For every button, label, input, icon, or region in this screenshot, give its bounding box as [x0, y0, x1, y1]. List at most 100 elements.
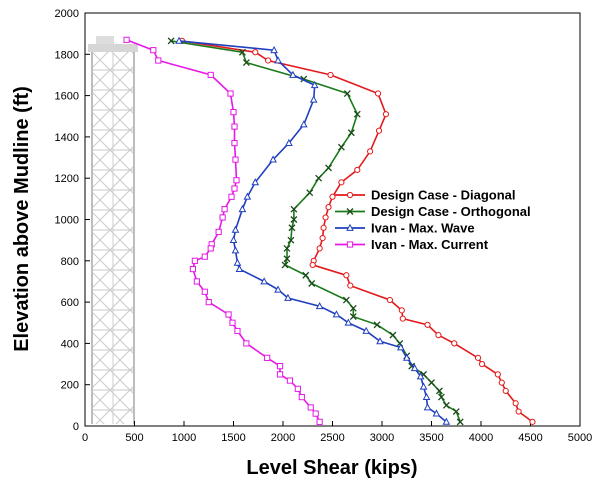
data-point: [294, 385, 301, 392]
data-point: [234, 327, 241, 335]
data-point: [219, 214, 226, 221]
data-point: [302, 271, 310, 279]
data-point: [201, 253, 208, 260]
data-point: [276, 371, 284, 378]
data-point: [315, 174, 323, 182]
legend-item: Design Case - Orthogonal: [335, 204, 531, 219]
data-point: [375, 127, 383, 134]
y-axis-title: Elevation above Mudline (ft): [11, 86, 33, 352]
series-line: [179, 40, 447, 423]
data-point: [309, 95, 318, 103]
data-point: [329, 193, 336, 200]
platform-jacket-image: [88, 36, 138, 424]
x-tick-label: 3500: [419, 432, 443, 444]
data-point: [231, 246, 240, 254]
data-point: [290, 205, 298, 213]
y-tick-label: 0: [73, 421, 79, 433]
legend-marker: [346, 191, 354, 199]
data-point: [362, 326, 370, 334]
data-point: [191, 257, 198, 264]
data-point: [349, 304, 357, 312]
data-point: [456, 418, 464, 426]
data-point: [227, 90, 234, 97]
series-0: [178, 37, 536, 425]
data-point: [231, 139, 238, 147]
series-line: [126, 39, 321, 423]
x-tick-label: 5000: [568, 432, 592, 444]
x-tick-label: 500: [125, 432, 143, 444]
data-point: [322, 214, 329, 221]
y-tick-label: 1800: [55, 49, 79, 61]
data-point: [389, 331, 397, 339]
data-point: [265, 57, 272, 64]
legend-item: Design Case - Diagonal: [335, 188, 515, 203]
data-point: [298, 393, 305, 401]
legend-marker: [346, 223, 354, 231]
data-point: [289, 70, 297, 78]
data-point: [320, 224, 327, 231]
data-point: [529, 418, 536, 425]
data-point: [367, 148, 374, 155]
data-point: [229, 319, 236, 326]
x-tick-label: 2000: [271, 432, 295, 444]
data-point: [201, 288, 208, 295]
data-point: [396, 343, 405, 351]
data-point: [284, 293, 292, 301]
data-point: [238, 204, 247, 213]
data-point: [235, 264, 244, 272]
data-point: [498, 379, 505, 386]
data-point: [353, 110, 361, 118]
data-point: [207, 71, 214, 79]
x-tick-label: 4500: [518, 432, 542, 444]
data-point: [167, 37, 175, 45]
legend-label: Design Case - Diagonal: [371, 188, 515, 203]
data-point: [274, 285, 282, 293]
data-point: [251, 178, 260, 186]
data-point: [410, 363, 419, 372]
data-point: [515, 408, 522, 415]
data-point: [215, 228, 222, 235]
data-point: [175, 36, 183, 44]
data-point: [155, 57, 162, 64]
data-point: [382, 111, 390, 118]
y-axis: 0 200 400 600 800 1000 1200 1400 1600 1800 2000: [55, 8, 90, 433]
y-tick-label: 2000: [55, 8, 79, 20]
data-point: [221, 206, 228, 213]
data-point: [347, 129, 355, 137]
data-point: [502, 387, 509, 394]
data-point: [354, 166, 361, 174]
data-point: [205, 299, 212, 306]
y-tick-label: 800: [61, 256, 79, 268]
data-point: [309, 261, 316, 269]
y-tick-label: 400: [61, 338, 79, 350]
y-tick-label: 200: [61, 380, 79, 392]
data-point: [238, 48, 246, 56]
legend-item: Ivan - Max. Wave: [335, 221, 475, 236]
data-point: [422, 392, 431, 400]
data-point: [231, 123, 238, 130]
data-point: [442, 417, 451, 425]
data-point: [319, 234, 326, 242]
data-point: [123, 36, 130, 43]
y-tick-label: 1200: [55, 173, 79, 185]
data-point: [402, 353, 411, 361]
data-point: [193, 278, 200, 285]
series-3: [123, 36, 323, 425]
data-point: [290, 216, 298, 223]
data-point: [325, 164, 332, 172]
data-point: [316, 418, 323, 425]
series-1: [167, 37, 464, 426]
data-point: [229, 235, 238, 244]
series-2: [175, 36, 451, 425]
data-point: [423, 403, 432, 411]
data-point: [274, 56, 282, 64]
data-point: [435, 332, 442, 339]
data-point: [225, 311, 232, 318]
data-point: [231, 185, 238, 192]
data-point: [474, 354, 482, 361]
data-point: [312, 410, 319, 417]
data-point: [285, 138, 293, 146]
data-point: [478, 360, 486, 368]
x-tick-label: 1500: [221, 432, 245, 444]
data-point: [207, 245, 214, 252]
